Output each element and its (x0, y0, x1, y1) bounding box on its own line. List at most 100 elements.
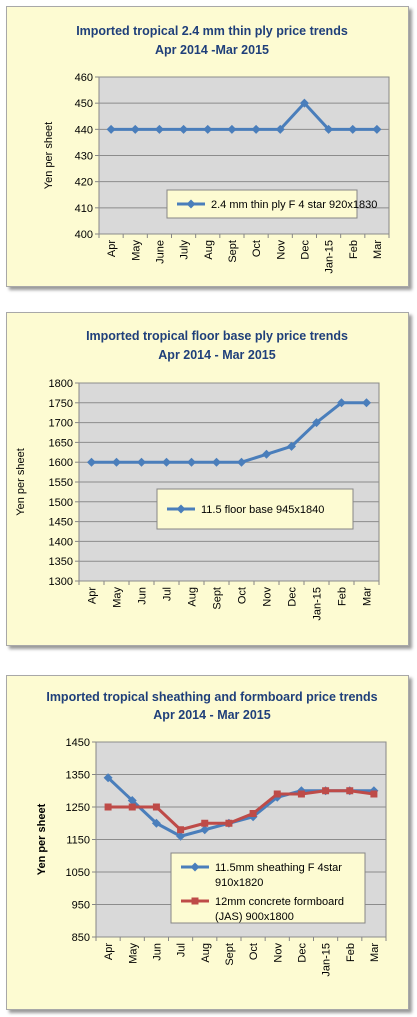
chart-subtitle: Apr 2014 -Mar 2015 (155, 43, 269, 57)
y-tick-label: 1800 (49, 378, 73, 390)
legend-label: 11.5mm sheathing F 4star (215, 862, 342, 874)
x-tick-label: Jan-15 (324, 240, 336, 274)
y-tick-label: 1250 (66, 802, 90, 814)
y-axis-label: Yen per sheet (15, 448, 27, 515)
legend-label-line2: 910x1820 (215, 877, 263, 889)
legend-label: 11.5 floor base 945x1840 (201, 504, 324, 516)
data-point (127, 796, 137, 805)
data-point (348, 124, 358, 134)
data-point (200, 825, 210, 835)
data-point (137, 457, 146, 467)
y-axis-label: Yen per sheet (36, 803, 48, 875)
series-1 (87, 398, 371, 467)
data-point (225, 819, 233, 827)
chart-subtitle: Apr 2014 - Mar 2015 (158, 348, 275, 362)
chart-panel-sheathing: Imported tropical sheathing and formboar… (6, 675, 409, 1010)
legend-marker (190, 862, 200, 872)
x-tick-label: Oct (248, 943, 260, 960)
chart-floor-base: Imported tropical floor base ply price t… (15, 329, 380, 621)
data-point (262, 449, 271, 459)
y-tick-label: 410 (75, 203, 93, 215)
data-point (103, 773, 113, 783)
x-tick-label: Mar (369, 943, 381, 962)
data-point (154, 124, 164, 134)
data-point (273, 790, 281, 798)
data-point (201, 819, 209, 827)
x-tick-label: Apr (106, 240, 118, 257)
legend-label: 12mm concrete formboard (215, 896, 344, 908)
data-point (249, 810, 257, 817)
x-tick-label: Jul (176, 943, 188, 957)
data-point (372, 124, 382, 134)
x-tick-label: Oct (251, 240, 263, 257)
legend: 2.4 mm thin ply F 4 star 920x1830 (166, 189, 377, 219)
x-tick-label: Aug (187, 587, 199, 607)
data-point (337, 398, 346, 408)
data-point (179, 124, 189, 134)
chart-title: Imported tropical sheathing and formboar… (46, 690, 377, 704)
x-tick-label: Jul (162, 587, 174, 601)
y-tick-label: 1500 (49, 497, 73, 509)
y-tick-label: 1450 (49, 517, 73, 529)
x-tick-label: Dec (296, 943, 308, 963)
y-axis-label: Yen per sheet (43, 122, 55, 189)
y-tick-label: 850 (72, 932, 90, 944)
data-point (106, 124, 116, 134)
data-point (162, 457, 171, 467)
y-tick-label: 420 (75, 177, 93, 189)
x-tick-label: Sept (227, 240, 239, 263)
y-tick-label: 460 (75, 72, 93, 84)
data-point (297, 790, 305, 798)
y-tick-label: 400 (75, 229, 93, 241)
legend: 11.5mm sheathing F 4star 910x1820 12mm con… (170, 852, 366, 924)
y-tick-label: 1050 (66, 867, 90, 879)
legend-marker (191, 897, 199, 905)
x-tick-label: May (130, 240, 142, 261)
data-point (370, 790, 378, 798)
x-tick-label: Apr (103, 943, 115, 960)
data-point (227, 124, 237, 134)
x-tick-label: Feb (337, 587, 349, 606)
data-point (151, 818, 161, 828)
legend: 11.5 floor base 945x1840 (156, 488, 354, 530)
x-tick-label: Jun (137, 587, 149, 605)
series-2 (104, 787, 378, 834)
data-point (112, 457, 121, 467)
x-tick-label: May (112, 587, 124, 608)
x-tick-label: Apr (87, 587, 99, 604)
data-point (87, 457, 96, 467)
chart-panel-floor-base: Imported tropical floor base ply price t… (6, 312, 409, 646)
y-tick-label: 440 (75, 124, 93, 136)
x-tick-label: Jan-15 (321, 943, 333, 977)
y-tick-label: 1750 (49, 398, 73, 410)
x-tick-label: Dec (299, 240, 311, 260)
legend-label-line2: (JAS) 900x1800 (215, 911, 294, 923)
y-tick-label: 1400 (49, 536, 73, 548)
series-line (108, 789, 375, 832)
y-tick-label: 1350 (49, 556, 73, 568)
x-tick-label: June (154, 240, 166, 264)
data-point (128, 803, 136, 811)
data-point (275, 124, 285, 134)
x-tick-label: Nov (272, 943, 284, 963)
x-tick-label: July (179, 240, 191, 260)
x-tick-label: Jan-15 (312, 587, 324, 621)
x-tick-label: Dec (287, 587, 299, 607)
chart-panel-thin-ply: Imported tropical 2.4 mm thin ply price … (6, 6, 409, 287)
y-tick-label: 1450 (66, 737, 90, 749)
x-tick-label: Feb (348, 240, 360, 259)
data-point (176, 831, 186, 841)
chart-title: Imported tropical floor base ply price t… (86, 329, 348, 343)
chart-thin-ply: Imported tropical 2.4 mm thin ply price … (43, 24, 390, 274)
y-tick-label: 1600 (49, 457, 73, 469)
data-point (362, 398, 371, 408)
series-1 (106, 98, 382, 134)
y-tick-label: 430 (75, 151, 93, 163)
x-tick-label: Sept (212, 587, 224, 610)
y-tick-label: 1650 (49, 437, 73, 449)
legend-box (170, 852, 366, 924)
data-point (237, 457, 246, 467)
y-tick-label: 950 (72, 900, 90, 912)
data-point (324, 124, 334, 134)
data-point (104, 803, 112, 811)
